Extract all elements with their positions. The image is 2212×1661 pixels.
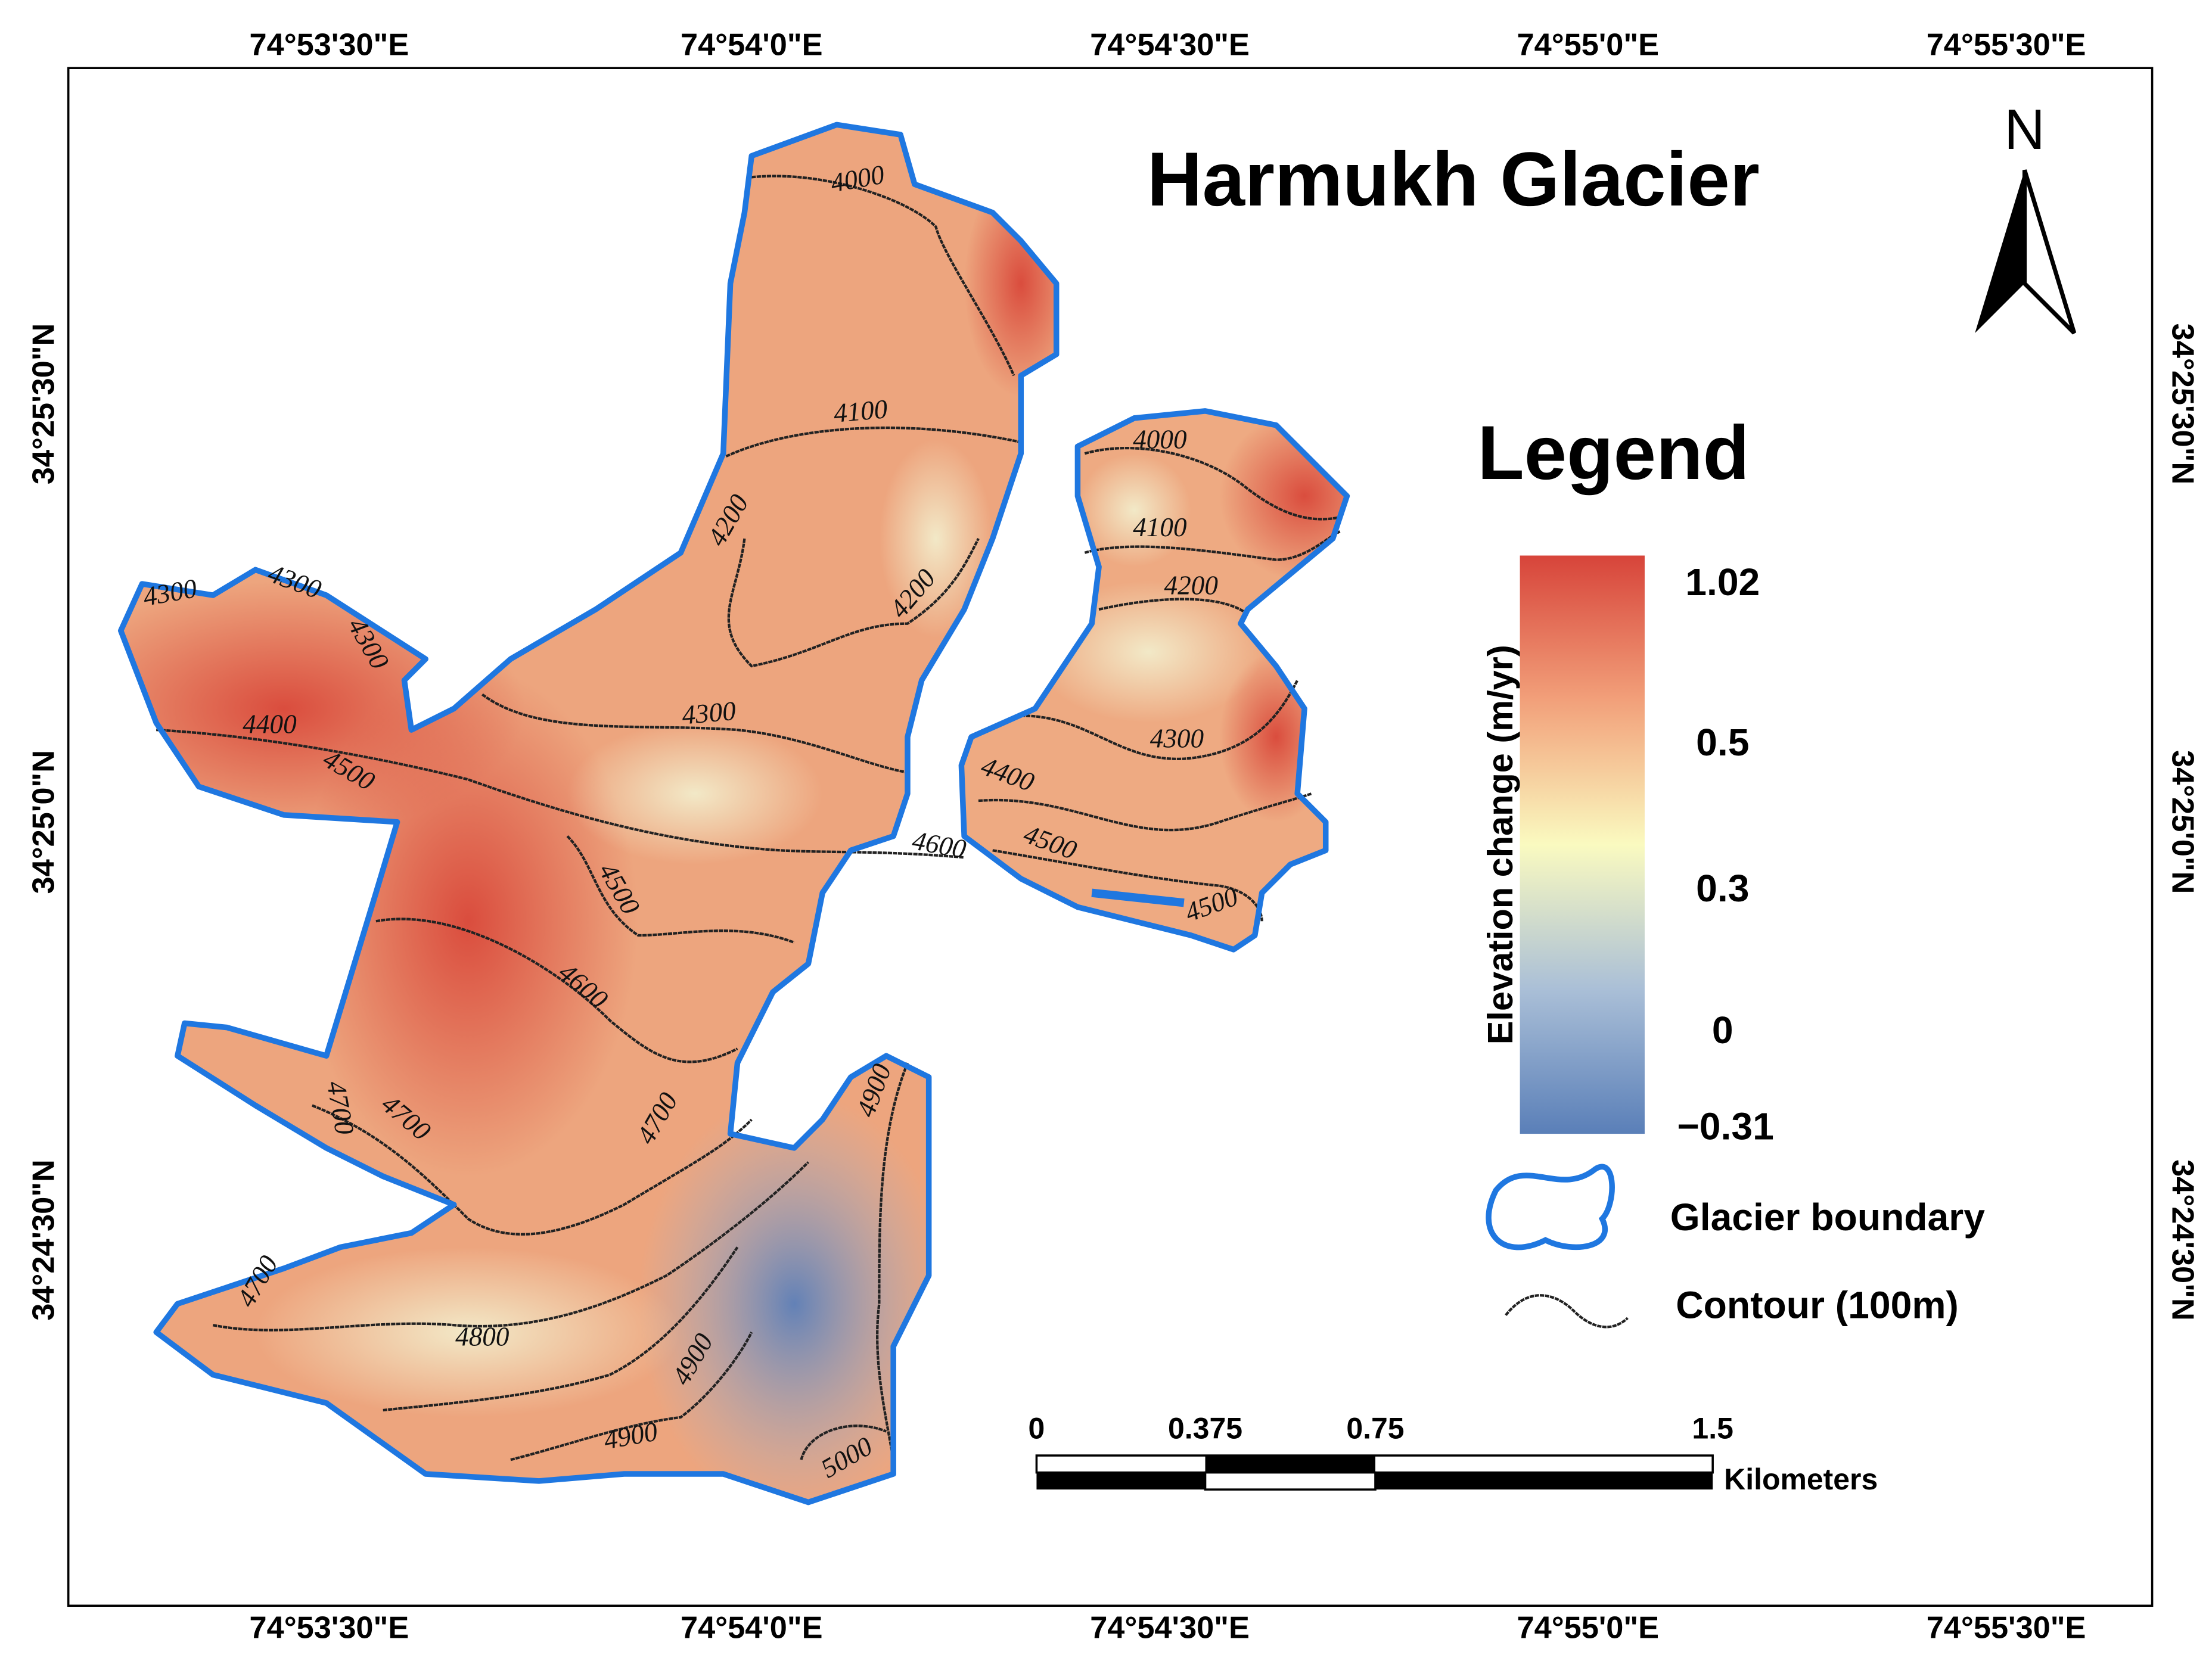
colorbar-tick-label: 0.5 xyxy=(1696,721,1749,764)
longitude-label: 74°55'30"E xyxy=(1927,1610,2086,1645)
scale-label: 1.5 xyxy=(1692,1412,1733,1445)
colorbar-tick-label: 0 xyxy=(1712,1009,1733,1052)
latitude-label: 34°25'30"N xyxy=(2165,324,2199,485)
north-label: N xyxy=(2004,98,2045,161)
longitude-label: 74°55'30"E xyxy=(1927,27,2086,62)
scale-label: 0 xyxy=(1029,1412,1045,1445)
longitude-label: 74°55'0"E xyxy=(1517,27,1660,62)
legend-contour-symbol xyxy=(1505,1294,1629,1329)
longitude-label: 74°54'0"E xyxy=(681,1610,823,1645)
map-title: Harmukh Glacier xyxy=(1147,137,1760,222)
latitude-label: 34°24'30"N xyxy=(26,1159,61,1321)
graticule-labels: 74°53'30"E 74°53'30"E 74°54'0"E 74°54'0"E 74… xyxy=(26,27,2199,1645)
contours xyxy=(156,175,1341,1461)
contour-label: 4300 xyxy=(681,696,737,730)
latitude-label: 34°25'0"N xyxy=(26,750,61,894)
legend-item: Glacier boundary xyxy=(1670,1196,1985,1239)
scale-bar: 0 0.375 0.75 1.5 Kilometers xyxy=(1029,1412,1878,1497)
scale-label: 0.75 xyxy=(1346,1412,1404,1445)
scale-label: 0.375 xyxy=(1168,1412,1242,1445)
colorbar-tick-label: −0.31 xyxy=(1677,1105,1774,1148)
longitude-label: 74°55'0"E xyxy=(1517,1610,1660,1645)
longitude-label: 74°53'30"E xyxy=(250,27,409,62)
contour-label: 4800 xyxy=(455,1321,509,1351)
legend-item: Contour (100m) xyxy=(1676,1283,1959,1326)
colorbar-label: Elevation change (m/yr) xyxy=(1480,645,1520,1044)
contour-label: 4300 xyxy=(1150,724,1204,754)
glacier-boundary xyxy=(117,122,1060,1506)
longitude-label: 74°53'30"E xyxy=(250,1610,409,1645)
latitude-label: 34°25'0"N xyxy=(2165,750,2199,894)
contour-label: 4100 xyxy=(832,394,889,428)
latitude-label: 34°24'30"N xyxy=(2165,1159,2199,1321)
legend-boundary-symbol xyxy=(1486,1164,1615,1251)
colorbar-tick-label: 0.3 xyxy=(1696,867,1749,910)
north-arrow: N xyxy=(1975,98,2077,335)
scale-unit: Kilometers xyxy=(1724,1463,1878,1496)
contour-label: 4400 xyxy=(243,710,297,739)
contour-label: 4100 xyxy=(1133,512,1187,542)
legend-title: Legend xyxy=(1477,410,1750,496)
glacier-boundary xyxy=(1091,888,1185,907)
glacier-boundary xyxy=(958,408,1350,953)
longitude-label: 74°54'30"E xyxy=(1090,27,1250,62)
latitude-label: 34°25'30"N xyxy=(26,324,61,485)
longitude-label: 74°54'30"E xyxy=(1090,1610,1250,1645)
contour-label: 4200 xyxy=(1164,571,1219,601)
colorbar-tick-label: 1.02 xyxy=(1685,561,1760,604)
colorbar xyxy=(1520,555,1645,1134)
longitude-label: 74°54'0"E xyxy=(681,27,823,62)
contour-label: 4000 xyxy=(1133,425,1187,455)
